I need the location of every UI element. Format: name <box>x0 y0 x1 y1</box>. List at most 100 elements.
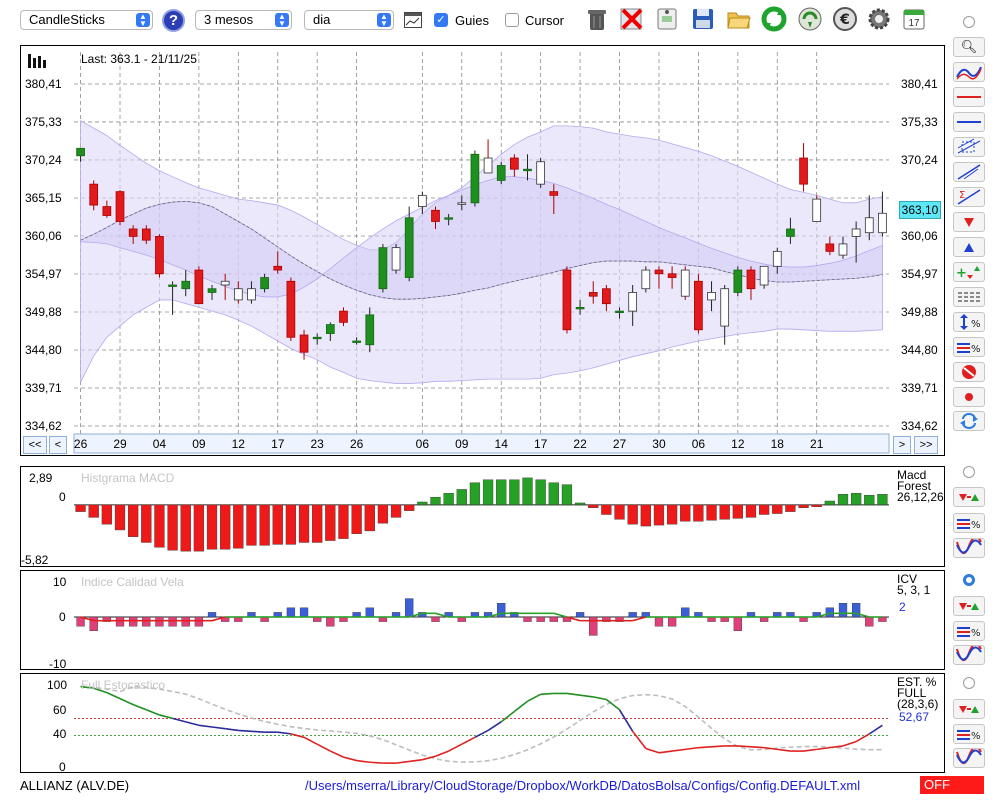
percent-lines-button[interactable]: % <box>953 337 985 357</box>
buy-signal-button[interactable] <box>953 237 985 257</box>
curve-icon <box>956 535 982 554</box>
zoom-button[interactable]: 🔍︎ <box>953 37 985 57</box>
svg-text:Σ: Σ <box>959 190 965 201</box>
indicator-overlay-button[interactable] <box>953 62 985 82</box>
period-select[interactable]: 3 mesos ▲ ▼ <box>195 10 292 30</box>
x-tick-label: 26 <box>350 437 364 451</box>
channel-tool-button[interactable] <box>953 137 985 157</box>
macd-curve-button[interactable] <box>953 535 985 558</box>
stoch-k-line <box>474 729 489 739</box>
icv-bar <box>825 607 834 618</box>
current-price-value: 363,10 <box>901 203 939 217</box>
swap-button[interactable] <box>953 411 985 431</box>
panel-radio-stoch[interactable] <box>963 677 975 689</box>
icv-panel[interactable]: Indice Calidad Vela 10 0 -10 ICV 5, 3, 1… <box>20 570 945 671</box>
save-icon[interactable] <box>690 6 716 32</box>
folder-open-icon[interactable] <box>726 6 752 32</box>
icv-percent-button[interactable]: % <box>953 621 985 641</box>
panel-radio-icv[interactable] <box>963 574 975 586</box>
candle-body <box>864 217 874 234</box>
question-icon: ? <box>168 12 179 29</box>
macd-bar <box>509 479 520 506</box>
macd-signal-button[interactable] <box>953 487 985 507</box>
config-path[interactable]: /Users/mserra/Library/CloudStorage/Dropb… <box>305 778 861 793</box>
percent-scale-button[interactable]: % <box>953 312 985 332</box>
macd-bar <box>193 504 205 552</box>
macd-bar <box>680 504 691 522</box>
nav-prev-button[interactable]: < <box>49 436 67 454</box>
chart-type-select[interactable]: CandleSticks ▲ ▼ <box>20 10 153 30</box>
horizontal-line-red-button[interactable] <box>953 87 985 107</box>
icv-bar <box>681 607 690 618</box>
trash-icon[interactable] <box>584 6 610 32</box>
nav-last-button[interactable]: >> <box>914 436 938 454</box>
icv-bar <box>615 616 624 622</box>
x-tick-label: 27 <box>613 437 627 451</box>
stop-button[interactable] <box>953 362 985 382</box>
connection-status-badge[interactable]: OFF <box>920 776 984 794</box>
y-tick-label-right: 344,80 <box>901 343 938 357</box>
calendar-icon[interactable]: 17 <box>901 6 927 32</box>
panel-radio-main[interactable] <box>963 16 975 28</box>
sync-download-icon[interactable] <box>797 6 823 32</box>
add-signal-button[interactable]: + <box>953 262 985 282</box>
stoch-signal-button[interactable] <box>953 699 985 719</box>
refresh-icon[interactable] <box>761 6 787 32</box>
updown-arrows-icon <box>959 494 979 501</box>
curve-icon <box>956 642 982 661</box>
candle-body <box>851 228 861 237</box>
stoch-k-line <box>159 714 173 720</box>
icv-bar <box>667 616 677 627</box>
panel-radio-macd[interactable] <box>963 466 975 478</box>
fibonacci-tool-button[interactable]: Σ <box>953 187 985 207</box>
magnifier-icon: 🔍︎ <box>960 39 978 54</box>
bar-chart-icon[interactable] <box>27 52 47 71</box>
stoch-k-line <box>132 703 147 711</box>
icv-signal-button[interactable] <box>953 596 985 616</box>
nav-next-button[interactable]: > <box>893 436 911 454</box>
horizontal-line-blue-button[interactable] <box>953 112 985 132</box>
stoch-k-line <box>698 745 712 749</box>
icv-bar <box>142 616 151 627</box>
interval-select[interactable]: dia ▲ ▼ <box>304 10 394 30</box>
nav-first-button[interactable]: << <box>23 436 47 454</box>
grid-lines-button[interactable] <box>953 287 985 307</box>
macd-bar <box>824 500 835 506</box>
chart-window-icon[interactable] <box>404 12 422 28</box>
price-chart-panel[interactable]: 380,41 375,33 370,24 365,15 360,06 354,97 349,… <box>20 45 945 456</box>
y-tick-label: 354,97 <box>25 267 62 281</box>
icv-bar <box>602 616 611 622</box>
stoch-k-line <box>316 743 331 752</box>
stoch-k-line <box>605 698 621 711</box>
icv-signal-line <box>211 616 226 622</box>
stoch-panel[interactable]: Full Estocastico 100 60 40 0 EST. % FULL… <box>20 673 945 774</box>
stoch-k-line <box>513 700 529 713</box>
gear-icon[interactable] <box>866 6 892 32</box>
x-tick-label: 09 <box>455 437 469 451</box>
trendline-tool-button[interactable] <box>953 162 985 182</box>
icv-signal-line <box>435 612 449 618</box>
record-button[interactable] <box>953 387 985 407</box>
macd-bar <box>522 477 533 506</box>
macd-percent-button[interactable]: % <box>953 513 985 533</box>
price-chart[interactable]: 380,41 375,33 370,24 365,15 360,06 354,97 349,… <box>21 46 944 455</box>
candle-body <box>694 280 703 331</box>
delete-chart-icon[interactable] <box>619 6 645 32</box>
candle-body <box>431 209 440 222</box>
candle-body <box>312 336 322 340</box>
stoch-k-line <box>225 727 239 732</box>
macd-panel[interactable]: Histgrama MACD 2,89 0 -5,82 Macd Forest … <box>20 466 945 567</box>
print-icon[interactable] <box>654 6 680 32</box>
stoch-k-line <box>566 692 581 696</box>
stoch-k-line <box>356 759 370 764</box>
cursor-checkbox[interactable] <box>505 13 519 27</box>
guides-checkbox[interactable]: ✓ <box>434 13 448 27</box>
icv-curve-button[interactable] <box>953 642 985 665</box>
sell-signal-button[interactable] <box>953 212 985 232</box>
macd-histogram <box>74 477 889 552</box>
euro-icon[interactable]: € <box>832 6 858 32</box>
candle-body <box>365 314 375 346</box>
stoch-curve-button[interactable] <box>953 745 985 768</box>
stoch-percent-button[interactable]: % <box>953 724 985 744</box>
help-button[interactable]: ? <box>162 9 185 32</box>
